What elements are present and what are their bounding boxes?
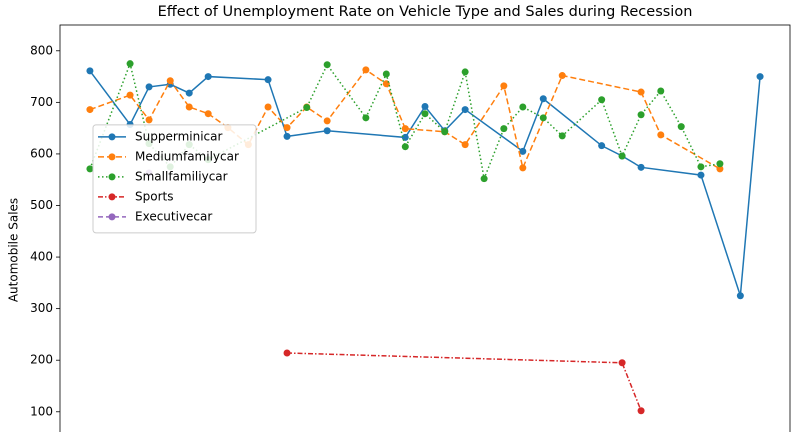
point bbox=[716, 165, 724, 173]
point bbox=[677, 123, 685, 131]
point bbox=[204, 110, 212, 118]
point bbox=[323, 117, 331, 125]
point bbox=[264, 103, 272, 111]
point bbox=[519, 103, 527, 111]
point bbox=[637, 88, 645, 96]
point bbox=[185, 103, 193, 111]
point bbox=[618, 359, 626, 367]
point bbox=[480, 175, 488, 183]
point bbox=[736, 292, 744, 300]
point bbox=[461, 141, 469, 149]
point bbox=[558, 72, 566, 80]
point bbox=[401, 125, 409, 133]
point bbox=[539, 114, 547, 122]
legend-marker bbox=[108, 133, 116, 141]
point bbox=[382, 70, 390, 78]
point bbox=[283, 124, 291, 132]
point bbox=[697, 171, 705, 179]
point bbox=[283, 349, 291, 357]
point bbox=[86, 106, 94, 114]
point bbox=[441, 128, 449, 136]
point bbox=[323, 127, 331, 135]
series-line bbox=[287, 352, 642, 412]
point bbox=[598, 142, 606, 150]
point bbox=[303, 104, 311, 112]
point bbox=[637, 407, 645, 415]
point bbox=[637, 111, 645, 119]
point bbox=[657, 87, 665, 95]
point bbox=[618, 152, 626, 160]
point bbox=[126, 60, 134, 68]
point bbox=[756, 73, 764, 81]
legend-label: Executivecar bbox=[135, 209, 212, 223]
legend-label: Sports bbox=[135, 189, 173, 203]
chart-title: Effect of Unemployment Rate on Vehicle T… bbox=[158, 4, 693, 20]
legend-label: Supperminicar bbox=[135, 129, 222, 143]
point bbox=[145, 83, 153, 91]
point bbox=[264, 76, 272, 84]
point bbox=[421, 110, 429, 118]
plot-frame bbox=[59, 24, 791, 432]
point bbox=[539, 95, 547, 103]
y-tick-label: 800 bbox=[30, 43, 53, 57]
legend-marker bbox=[108, 193, 116, 201]
point bbox=[185, 89, 193, 97]
legend-marker bbox=[108, 153, 116, 161]
y-tick-label: 100 bbox=[30, 404, 53, 418]
legend-label: Smallfamiliycar bbox=[135, 169, 228, 183]
point bbox=[519, 147, 527, 155]
point bbox=[598, 96, 606, 104]
point bbox=[421, 102, 429, 110]
point bbox=[461, 68, 469, 76]
series-line bbox=[89, 61, 721, 182]
point bbox=[500, 125, 508, 133]
legend-marker bbox=[108, 173, 116, 181]
legend-box bbox=[92, 124, 257, 234]
point bbox=[323, 61, 331, 69]
y-tick-label: 200 bbox=[30, 353, 53, 367]
y-axis-label: Automobile Sales bbox=[7, 198, 21, 302]
point bbox=[637, 163, 645, 171]
point bbox=[500, 82, 508, 90]
y-tick-label: 700 bbox=[30, 95, 53, 109]
legend: Supperminicar Mediumfamilycar Smallfamiliy… bbox=[92, 124, 257, 234]
point bbox=[283, 132, 291, 140]
point bbox=[166, 77, 174, 85]
y-tick-label: 400 bbox=[30, 250, 53, 264]
point bbox=[362, 114, 370, 122]
y-tick-label: 300 bbox=[30, 301, 53, 315]
point bbox=[401, 133, 409, 141]
point bbox=[401, 143, 409, 151]
point bbox=[86, 165, 94, 173]
point bbox=[558, 132, 566, 140]
point bbox=[716, 160, 724, 168]
legend-marker bbox=[108, 213, 116, 221]
point bbox=[657, 131, 665, 139]
point bbox=[204, 73, 212, 81]
point bbox=[461, 106, 469, 114]
point bbox=[362, 66, 370, 74]
y-tick-label: 500 bbox=[30, 198, 53, 212]
point bbox=[697, 163, 705, 171]
legend-label: Mediumfamilycar bbox=[135, 149, 239, 163]
point bbox=[86, 67, 94, 75]
point bbox=[145, 116, 153, 124]
y-tick-label: 600 bbox=[30, 146, 53, 160]
point bbox=[126, 91, 134, 99]
point bbox=[519, 164, 527, 172]
